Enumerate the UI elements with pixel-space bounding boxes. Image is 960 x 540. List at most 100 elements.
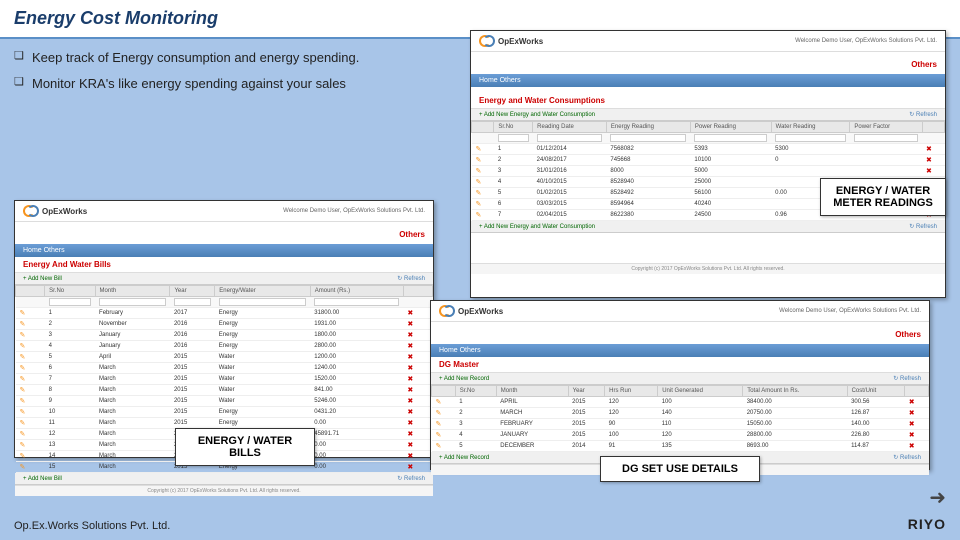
edit-icon[interactable]: ✎ [436, 421, 442, 428]
delete-icon[interactable]: ✖ [407, 409, 413, 416]
edit-icon[interactable]: ✎ [20, 332, 26, 339]
welcome-text: Welcome Demo User, OpExWorks Solutions P… [779, 308, 921, 314]
edit-icon[interactable]: ✎ [476, 212, 482, 219]
nav-bar[interactable]: Home Others [471, 74, 945, 87]
edit-icon[interactable]: ✎ [436, 410, 442, 417]
others-link[interactable]: Others [895, 330, 921, 339]
filter-input[interactable] [498, 134, 529, 142]
others-link[interactable]: Others [911, 60, 937, 69]
filter-input[interactable] [694, 134, 767, 142]
delete-icon[interactable]: ✖ [407, 310, 413, 317]
refresh-link[interactable]: ↻ Refresh [909, 111, 937, 118]
filter-input[interactable] [99, 298, 166, 306]
bullet-item: Keep track of Energy consumption and ene… [14, 49, 414, 67]
cell: 01/12/2014 [533, 144, 607, 155]
nav-bar[interactable]: Home Others [431, 344, 929, 357]
filter-input[interactable] [174, 298, 211, 306]
others-link[interactable]: Others [399, 230, 425, 239]
edit-icon[interactable]: ✎ [436, 443, 442, 450]
edit-icon[interactable]: ✎ [20, 310, 26, 317]
delete-icon[interactable]: ✖ [909, 421, 915, 428]
delete-icon[interactable]: ✖ [407, 343, 413, 350]
delete-icon[interactable]: ✖ [909, 443, 915, 450]
delete-icon[interactable]: ✖ [909, 410, 915, 417]
edit-icon[interactable]: ✎ [20, 453, 26, 460]
edit-icon[interactable]: ✎ [20, 365, 26, 372]
refresh-link[interactable]: ↻ Refresh [397, 475, 425, 482]
edit-icon[interactable]: ✎ [476, 146, 482, 153]
filter-input[interactable] [49, 298, 91, 306]
table-row: ✎3January2016Energy1800.00✖ [16, 330, 433, 341]
cell: 20750.00 [743, 408, 847, 419]
delete-icon[interactable]: ✖ [407, 431, 413, 438]
filter-input[interactable] [775, 134, 846, 142]
edit-icon[interactable]: ✎ [436, 399, 442, 406]
delete-icon[interactable]: ✖ [407, 376, 413, 383]
add-reading-link[interactable]: + Add New Energy and Water Consumption [479, 112, 595, 118]
edit-icon[interactable]: ✎ [476, 179, 482, 186]
add-bill-link[interactable]: + Add New Bill [23, 476, 62, 482]
edit-icon[interactable]: ✎ [20, 431, 26, 438]
delete-icon[interactable]: ✖ [407, 464, 413, 471]
edit-icon[interactable]: ✎ [20, 409, 26, 416]
edit-icon[interactable]: ✎ [20, 442, 26, 449]
delete-icon[interactable]: ✖ [407, 442, 413, 449]
edit-icon[interactable]: ✎ [20, 354, 26, 361]
nav-bar[interactable]: Home Others [15, 244, 433, 257]
cell: 114.87 [847, 441, 905, 452]
add-dg-link[interactable]: + Add New Record [439, 455, 489, 461]
edit-icon[interactable]: ✎ [476, 157, 482, 164]
bills-label: ENERGY / WATER BILLS [175, 428, 315, 466]
filter-input[interactable] [854, 134, 918, 142]
delete-icon[interactable]: ✖ [407, 332, 413, 339]
edit-icon[interactable]: ✎ [20, 387, 26, 394]
edit-icon[interactable]: ✎ [20, 376, 26, 383]
cell: 1520.00 [310, 374, 403, 385]
refresh-link[interactable]: ↻ Refresh [397, 275, 425, 282]
delete-icon[interactable]: ✖ [926, 146, 932, 153]
refresh-link[interactable]: ↻ Refresh [909, 223, 937, 230]
edit-icon[interactable]: ✎ [436, 432, 442, 439]
edit-icon[interactable]: ✎ [476, 190, 482, 197]
edit-icon[interactable]: ✎ [476, 201, 482, 208]
page-title: Energy Cost Monitoring [14, 8, 946, 29]
delete-icon[interactable]: ✖ [407, 365, 413, 372]
delete-icon[interactable]: ✖ [909, 399, 915, 406]
edit-icon[interactable]: ✎ [20, 420, 26, 427]
filter-input[interactable] [219, 298, 306, 306]
cell: 2015 [170, 374, 215, 385]
cell: Water [215, 363, 310, 374]
filter-input[interactable] [537, 134, 603, 142]
cell: 2015 [568, 419, 605, 430]
delete-icon[interactable]: ✖ [926, 168, 932, 175]
add-reading-link[interactable]: + Add New Energy and Water Consumption [479, 224, 595, 230]
add-dg-link[interactable]: + Add New Record [439, 376, 489, 382]
col-header: Energy Reading [606, 122, 690, 133]
footer-text: Op.Ex.Works Solutions Pvt. Ltd. [14, 520, 170, 532]
cell: 90 [605, 419, 658, 430]
refresh-link[interactable]: ↻ Refresh [893, 375, 921, 382]
delete-icon[interactable]: ✖ [909, 432, 915, 439]
edit-icon[interactable]: ✎ [20, 464, 26, 471]
cell: March [95, 396, 170, 407]
delete-icon[interactable]: ✖ [926, 157, 932, 164]
add-bill-link[interactable]: + Add New Bill [23, 276, 62, 282]
edit-icon[interactable]: ✎ [20, 321, 26, 328]
edit-icon[interactable]: ✎ [20, 343, 26, 350]
delete-icon[interactable]: ✖ [407, 354, 413, 361]
delete-icon[interactable]: ✖ [407, 453, 413, 460]
filter-input[interactable] [314, 298, 399, 306]
delete-icon[interactable]: ✖ [407, 387, 413, 394]
filter-input[interactable] [610, 134, 686, 142]
delete-icon[interactable]: ✖ [407, 398, 413, 405]
delete-icon[interactable]: ✖ [407, 321, 413, 328]
edit-icon[interactable]: ✎ [20, 398, 26, 405]
refresh-link[interactable]: ↻ Refresh [893, 454, 921, 461]
app-header: OpExWorks Welcome Demo User, OpExWorks S… [431, 301, 929, 322]
toolbar: + Add New Energy and Water Consumption ↻… [471, 109, 945, 121]
edit-icon[interactable]: ✎ [476, 168, 482, 175]
cell: Energy [215, 407, 310, 418]
cell: 3 [45, 330, 95, 341]
delete-icon[interactable]: ✖ [407, 420, 413, 427]
cell: April [95, 352, 170, 363]
